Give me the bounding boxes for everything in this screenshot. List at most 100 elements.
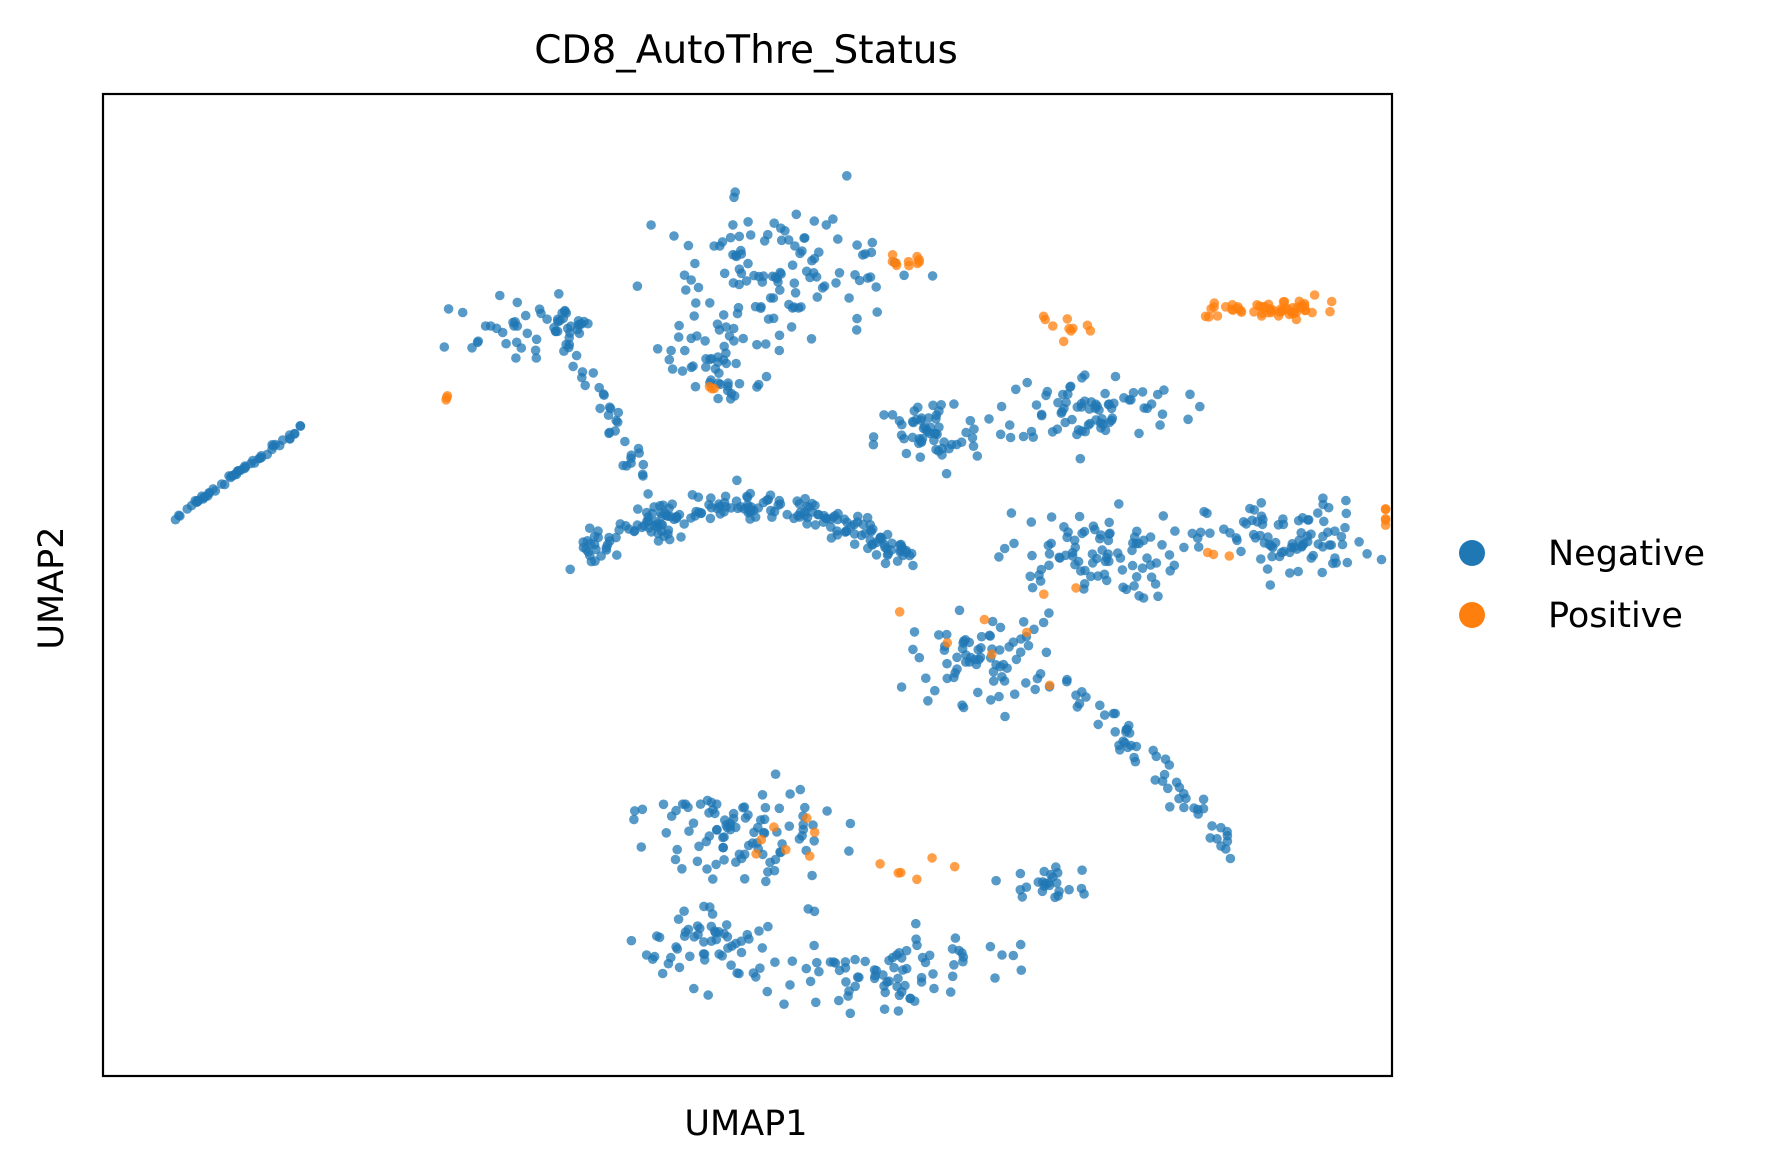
scatter-point-negative	[1137, 563, 1148, 573]
scatter-point-negative	[700, 336, 710, 346]
scatter-point-negative	[1021, 678, 1031, 688]
scatter-point-negative	[757, 790, 768, 800]
scatter-point-negative	[774, 330, 785, 341]
scatter-point-negative	[852, 313, 862, 324]
scatter-point-negative	[216, 479, 227, 489]
scatter-point-negative	[844, 293, 854, 303]
scatter-point-negative	[765, 293, 776, 303]
scatter-point-negative	[676, 532, 686, 542]
scatter-point-negative	[787, 956, 798, 966]
scatter-point-negative	[814, 966, 824, 977]
scatter-point-negative	[680, 345, 690, 356]
scatter-point-negative	[1250, 533, 1261, 543]
scatter-point-negative	[721, 322, 731, 332]
scatter-point-negative	[1225, 853, 1236, 864]
scatter-point-negative	[1279, 546, 1289, 557]
scatter-point-positive	[1297, 300, 1307, 310]
scatter-point-negative	[1323, 527, 1333, 537]
scatter-point-negative	[295, 421, 306, 431]
scatter-point-negative	[898, 965, 908, 975]
scatter-point-negative	[1004, 420, 1015, 430]
scatter-point-positive	[1039, 589, 1049, 599]
scatter-point-negative	[1127, 545, 1137, 556]
scatter-point-negative	[457, 307, 468, 318]
scatter-point-negative	[939, 645, 950, 655]
scatter-point-negative	[1079, 396, 1090, 407]
scatter-point-negative	[713, 393, 723, 404]
scatter-point-negative	[914, 652, 925, 663]
scatter-point-negative	[801, 266, 812, 277]
scatter-point-negative	[554, 289, 564, 299]
scatter-point-negative	[951, 439, 962, 450]
scatter-point-negative	[880, 558, 891, 569]
scatter-point-negative	[860, 956, 870, 967]
scatter-point-negative	[818, 517, 829, 527]
scatter-point-negative	[1256, 554, 1266, 564]
scatter-point-negative	[1038, 617, 1049, 628]
scatter-point-negative	[1035, 669, 1046, 679]
scatter-point-positive	[927, 853, 937, 863]
scatter-point-negative	[987, 616, 998, 627]
scatter-point-negative	[897, 419, 907, 430]
scatter-point-negative	[1004, 642, 1014, 652]
scatter-point-negative	[1011, 654, 1022, 665]
scatter-point-negative	[1016, 634, 1026, 644]
scatter-point-negative	[1222, 836, 1233, 847]
scatter-point-negative	[277, 435, 288, 445]
scatter-point-negative	[643, 512, 653, 522]
scatter-point-negative	[1053, 397, 1063, 408]
scatter-point-negative	[632, 281, 643, 292]
scatter-point-negative	[1046, 512, 1057, 522]
scatter-point-negative	[1027, 550, 1037, 561]
scatter-point-negative	[706, 797, 717, 808]
scatter-point-negative	[1264, 539, 1275, 550]
scatter-point-negative	[896, 430, 907, 441]
scatter-point-negative	[1157, 540, 1167, 550]
scatter-point-negative	[916, 413, 927, 423]
scatter-point-negative	[1153, 591, 1163, 602]
scatter-point-negative	[1023, 640, 1034, 651]
scatter-point-negative	[1043, 878, 1054, 888]
scatter-point-negative	[834, 995, 844, 1006]
scatter-point-negative	[1330, 526, 1340, 536]
scatter-point-negative	[1073, 425, 1084, 435]
scatter-point-negative	[717, 237, 728, 247]
scatter-point-negative	[1072, 702, 1083, 712]
scatter-point-negative	[949, 672, 959, 683]
scatter-point-negative	[695, 923, 705, 934]
scatter-point-negative	[726, 960, 736, 970]
scatter-point-negative	[813, 509, 824, 520]
scatter-point-negative	[803, 904, 813, 914]
x-axis-label: UMAP1	[684, 1104, 807, 1144]
scatter-point-negative	[1207, 821, 1217, 831]
scatter-point-negative	[812, 957, 822, 968]
scatter-point-negative	[1231, 533, 1242, 543]
scatter-point-negative	[1015, 939, 1026, 950]
scatter-point-negative	[512, 297, 523, 308]
scatter-point-positive	[1252, 300, 1262, 310]
scatter-point-negative	[658, 799, 669, 810]
scatter-point-negative	[246, 458, 256, 469]
scatter-point-negative	[790, 241, 800, 251]
scatter-point-negative	[549, 322, 559, 333]
scatter-point-negative	[646, 220, 656, 230]
scatter-point-negative	[1044, 549, 1055, 559]
scatter-point-negative	[718, 842, 728, 853]
scatter-point-negative	[1104, 399, 1114, 409]
scatter-point-negative	[719, 928, 729, 939]
scatter-point-negative	[638, 459, 649, 470]
scatter-point-negative	[672, 844, 682, 855]
scatter-point-negative	[1011, 384, 1021, 395]
scatter-point-negative	[720, 815, 730, 825]
scatter-point-negative	[757, 277, 768, 287]
scatter-point-negative	[809, 216, 820, 226]
scatter-point-negative	[879, 1004, 890, 1014]
scatter-point-negative	[851, 325, 862, 335]
scatter-point-negative	[965, 415, 976, 426]
scatter-point-negative	[1183, 414, 1193, 425]
scatter-point-negative	[921, 673, 931, 683]
scatter-point-negative	[928, 400, 938, 411]
scatter-point-negative	[1222, 826, 1232, 837]
scatter-point-negative	[842, 171, 852, 181]
scatter-point-negative	[1005, 432, 1016, 443]
